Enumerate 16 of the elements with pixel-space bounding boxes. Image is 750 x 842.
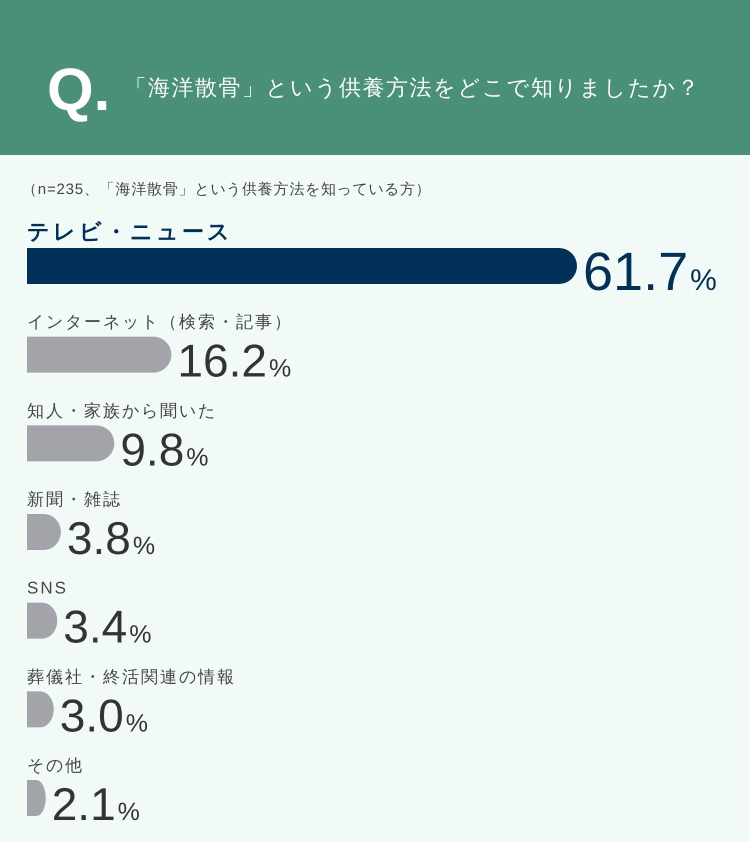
- category-label: 葬儀社・終活関連の情報: [27, 667, 236, 686]
- value-label: 3.0%: [60, 689, 148, 742]
- category-label: その他: [27, 756, 84, 775]
- value-label: 2.1%: [52, 778, 140, 830]
- value-label: 3.4%: [63, 600, 152, 653]
- value-label: 9.8%: [120, 423, 209, 476]
- category-label: 新聞・雑誌: [27, 490, 122, 509]
- category-label: テレビ・ニュース: [27, 219, 233, 244]
- value-label: 3.8%: [66, 512, 156, 564]
- title: Q.「海洋散骨」という供養方法をどこで知りましたか？: [47, 56, 700, 123]
- value-label: 61.7%: [583, 242, 717, 302]
- category-label: インターネット（検索・記事）: [27, 312, 293, 332]
- category-label: SNS: [27, 578, 68, 598]
- category-label: 知人・家族から聞いた: [27, 401, 217, 420]
- value-label: 16.2%: [177, 334, 292, 387]
- subtitle: （n=235、「海洋散骨」という供養方法を知っている方）: [22, 181, 432, 198]
